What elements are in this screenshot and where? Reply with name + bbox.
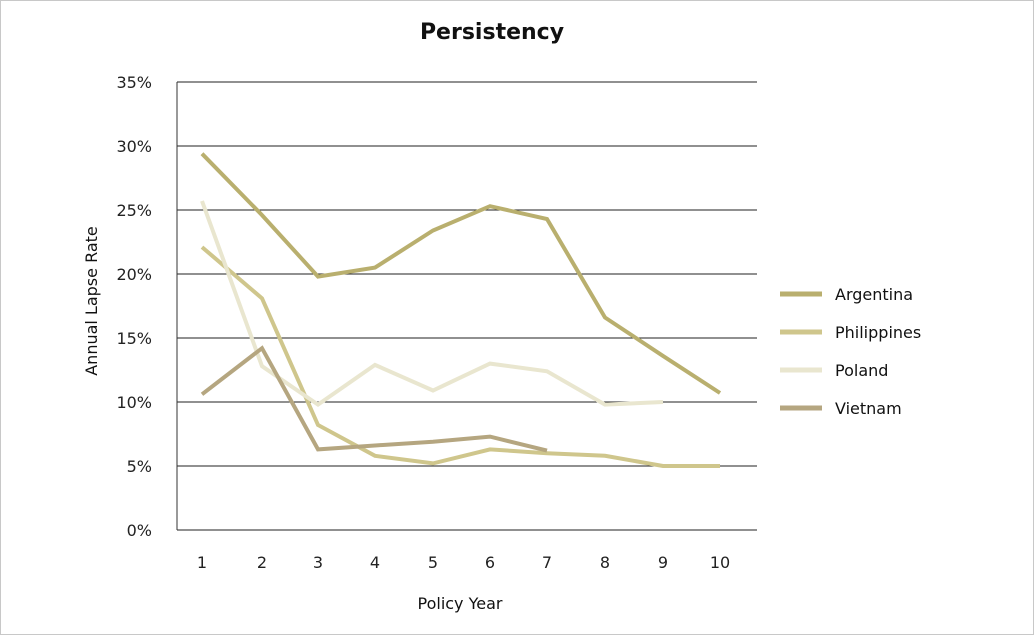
y-tick-label: 0% bbox=[127, 521, 152, 540]
x-tick-label: 6 bbox=[485, 553, 495, 572]
y-axis-label: Annual Lapse Rate bbox=[82, 226, 101, 376]
legend-label: Philippines bbox=[835, 323, 921, 342]
x-tick-label: 3 bbox=[313, 553, 323, 572]
y-tick-labels: 0% 5% 10% 15% 20% 25% 30% 35% bbox=[116, 73, 152, 540]
legend: Argentina Philippines Poland Vietnam bbox=[780, 285, 921, 418]
legend-label: Vietnam bbox=[835, 399, 902, 418]
x-tick-label: 5 bbox=[428, 553, 438, 572]
series-line-philippines bbox=[200, 245, 720, 468]
x-tick-label: 8 bbox=[600, 553, 610, 572]
y-tick-label: 5% bbox=[127, 457, 152, 476]
x-tick-label: 7 bbox=[542, 553, 552, 572]
series-lines bbox=[200, 152, 722, 468]
y-tick-label: 30% bbox=[116, 137, 152, 156]
legend-label: Argentina bbox=[835, 285, 913, 304]
legend-label: Poland bbox=[835, 361, 888, 380]
x-tick-label: 1 bbox=[197, 553, 207, 572]
x-tick-label: 2 bbox=[257, 553, 267, 572]
x-tick-label: 4 bbox=[370, 553, 380, 572]
x-tick-label: 9 bbox=[658, 553, 668, 572]
x-tick-labels: 1 2 3 4 5 6 7 8 9 10 bbox=[197, 553, 730, 572]
series-line-vietnam bbox=[200, 345, 548, 453]
y-tick-label: 20% bbox=[116, 265, 152, 284]
x-tick-label: 10 bbox=[710, 553, 730, 572]
series-line-argentina bbox=[200, 152, 722, 395]
y-tick-label: 15% bbox=[116, 329, 152, 348]
chart-title: Persistency bbox=[420, 20, 564, 45]
y-tick-label: 10% bbox=[116, 393, 152, 412]
x-axis-label: Policy Year bbox=[418, 594, 503, 613]
y-tick-label: 35% bbox=[116, 73, 152, 92]
y-tick-label: 25% bbox=[116, 201, 152, 220]
